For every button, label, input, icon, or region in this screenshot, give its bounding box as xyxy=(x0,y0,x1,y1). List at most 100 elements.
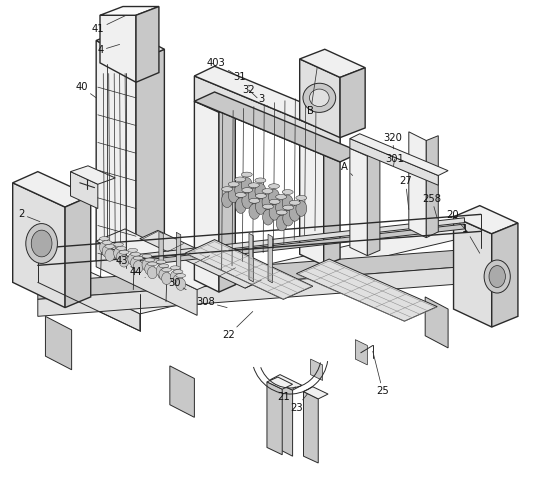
Text: 27: 27 xyxy=(399,176,412,209)
Ellipse shape xyxy=(249,204,260,219)
Ellipse shape xyxy=(131,257,141,269)
Polygon shape xyxy=(368,151,380,256)
Ellipse shape xyxy=(269,199,280,204)
Polygon shape xyxy=(350,139,438,185)
Polygon shape xyxy=(136,6,159,82)
Ellipse shape xyxy=(170,270,180,282)
Polygon shape xyxy=(425,297,448,348)
Polygon shape xyxy=(176,232,181,281)
Ellipse shape xyxy=(26,224,57,263)
Polygon shape xyxy=(300,59,340,138)
Ellipse shape xyxy=(119,250,129,254)
Ellipse shape xyxy=(235,177,246,182)
Ellipse shape xyxy=(162,272,171,284)
Ellipse shape xyxy=(255,199,266,214)
Polygon shape xyxy=(96,241,197,316)
Polygon shape xyxy=(350,149,368,256)
Polygon shape xyxy=(324,82,340,265)
Ellipse shape xyxy=(263,209,274,225)
Ellipse shape xyxy=(133,261,143,273)
Ellipse shape xyxy=(173,270,183,274)
Ellipse shape xyxy=(131,252,141,256)
Ellipse shape xyxy=(159,264,168,268)
Text: 258: 258 xyxy=(422,194,441,218)
Ellipse shape xyxy=(296,195,307,200)
Ellipse shape xyxy=(269,189,280,205)
Polygon shape xyxy=(267,377,293,389)
Text: 320: 320 xyxy=(383,132,402,149)
Ellipse shape xyxy=(148,266,158,279)
Ellipse shape xyxy=(173,274,183,286)
Polygon shape xyxy=(304,392,318,463)
Polygon shape xyxy=(38,265,140,331)
Polygon shape xyxy=(453,206,518,234)
Ellipse shape xyxy=(105,244,115,248)
Ellipse shape xyxy=(142,259,152,271)
Polygon shape xyxy=(71,166,115,184)
Ellipse shape xyxy=(282,189,293,194)
Polygon shape xyxy=(194,92,361,162)
Ellipse shape xyxy=(142,254,152,258)
Polygon shape xyxy=(71,171,98,208)
Polygon shape xyxy=(13,183,65,308)
Polygon shape xyxy=(100,6,159,15)
Polygon shape xyxy=(140,218,464,259)
Polygon shape xyxy=(453,217,492,327)
Ellipse shape xyxy=(114,247,124,259)
Ellipse shape xyxy=(100,237,109,241)
Polygon shape xyxy=(267,382,282,455)
Ellipse shape xyxy=(263,204,274,209)
Polygon shape xyxy=(492,223,518,327)
Polygon shape xyxy=(136,49,165,281)
Ellipse shape xyxy=(105,249,115,261)
Ellipse shape xyxy=(159,268,168,281)
Polygon shape xyxy=(426,136,438,238)
Ellipse shape xyxy=(156,260,166,264)
Text: 1: 1 xyxy=(462,224,480,253)
Polygon shape xyxy=(38,265,481,317)
Polygon shape xyxy=(159,231,164,280)
Polygon shape xyxy=(96,29,165,61)
Text: 22: 22 xyxy=(223,312,253,340)
Ellipse shape xyxy=(100,242,109,253)
Ellipse shape xyxy=(489,265,505,287)
Ellipse shape xyxy=(102,241,112,244)
Circle shape xyxy=(303,83,336,112)
Polygon shape xyxy=(249,233,253,282)
Polygon shape xyxy=(194,66,361,137)
Ellipse shape xyxy=(133,256,143,260)
Ellipse shape xyxy=(282,195,293,210)
Ellipse shape xyxy=(114,243,124,246)
Polygon shape xyxy=(304,387,328,399)
Polygon shape xyxy=(268,234,272,283)
Ellipse shape xyxy=(117,246,126,250)
Ellipse shape xyxy=(255,183,266,199)
Ellipse shape xyxy=(276,215,287,231)
Text: 308: 308 xyxy=(196,297,227,308)
Ellipse shape xyxy=(145,262,155,275)
Polygon shape xyxy=(96,229,225,290)
Text: 30: 30 xyxy=(168,278,186,290)
Text: 41: 41 xyxy=(91,15,126,34)
Ellipse shape xyxy=(269,184,280,188)
Ellipse shape xyxy=(242,193,253,208)
Polygon shape xyxy=(300,77,324,265)
Text: 25: 25 xyxy=(373,351,389,395)
Polygon shape xyxy=(356,339,368,365)
Ellipse shape xyxy=(176,274,185,278)
Text: A: A xyxy=(341,162,353,175)
Ellipse shape xyxy=(255,178,266,183)
Polygon shape xyxy=(45,317,72,370)
Text: 403: 403 xyxy=(207,58,235,75)
Ellipse shape xyxy=(222,192,232,207)
Ellipse shape xyxy=(156,264,166,277)
Polygon shape xyxy=(271,379,293,456)
Ellipse shape xyxy=(117,251,126,263)
Text: 4: 4 xyxy=(97,44,120,55)
Ellipse shape xyxy=(222,187,232,191)
Ellipse shape xyxy=(276,210,287,215)
Polygon shape xyxy=(300,49,365,77)
Text: B: B xyxy=(307,68,317,116)
Polygon shape xyxy=(38,214,481,314)
Ellipse shape xyxy=(31,230,52,257)
